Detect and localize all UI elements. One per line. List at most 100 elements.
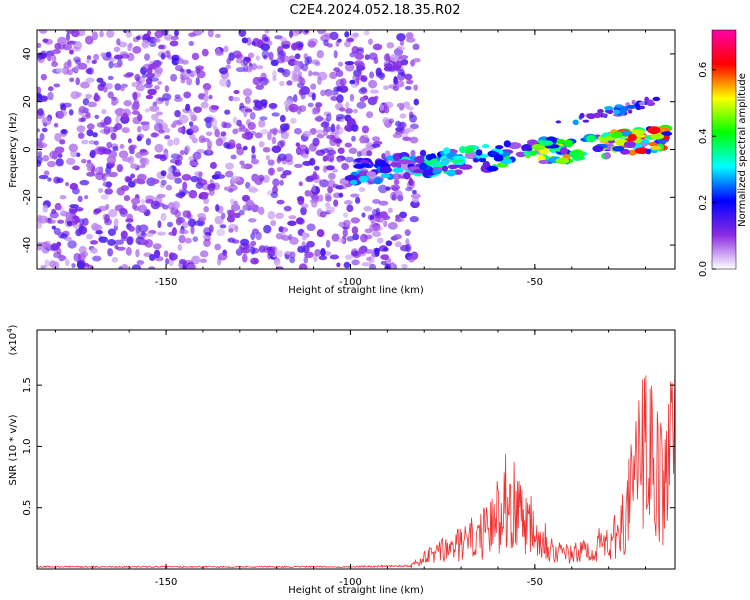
heatmap-cell (78, 225, 88, 235)
heatmap-cell (317, 194, 324, 202)
heatmap-cell (111, 97, 119, 105)
heatmap-cell (399, 211, 408, 219)
heatmap-cell (77, 62, 88, 70)
heatmap-cell (144, 108, 150, 113)
heatmap-cell (331, 233, 340, 242)
heatmap-cell (139, 163, 146, 169)
heatmap-cell (92, 255, 102, 262)
heatmap-cell (233, 200, 238, 206)
heatmap-cell (613, 106, 619, 111)
heatmap-cell (226, 209, 235, 214)
heatmap-cell (145, 137, 152, 146)
heatmap-cell (399, 121, 407, 129)
heatmap-cell (277, 67, 285, 73)
heatmap-cell (258, 119, 266, 128)
heatmap-cell (214, 215, 224, 225)
heatmap-cell (308, 70, 313, 77)
heatmap-cell (71, 30, 80, 38)
heatmap-cell (156, 193, 166, 198)
heatmap-cell (53, 251, 62, 259)
heatmap-cell (272, 75, 277, 82)
heatmap-cell (114, 83, 122, 91)
heatmap-cell (384, 263, 391, 269)
heatmap-cell (410, 123, 419, 130)
heatmap-cell (307, 40, 316, 48)
heatmap-cell (178, 229, 189, 235)
heatmap-cell (374, 247, 380, 257)
heatmap-cell (51, 61, 59, 68)
heatmap-cell (394, 241, 402, 248)
heatmap-cell (241, 253, 248, 263)
heatmap-cell (42, 38, 49, 43)
heatmap-cell (207, 30, 214, 38)
heatmap-cell (538, 159, 550, 165)
heatmap-cell (647, 126, 661, 135)
heatmap-cell (75, 77, 80, 86)
heatmap-cell (247, 122, 256, 131)
heatmap-cell (141, 157, 150, 166)
heatmap-cell (55, 68, 65, 73)
heatmap-cell (337, 61, 344, 67)
heatmap-cell (190, 175, 199, 183)
heatmap-cell (37, 42, 42, 48)
heatmap-cell (397, 68, 405, 75)
heatmap-cell (175, 217, 183, 226)
heatmap-cell (279, 114, 286, 123)
heatmap-cell (250, 246, 256, 255)
heatmap-cell (404, 73, 413, 81)
heatmap-cell (41, 116, 52, 126)
heatmap-cell (208, 104, 219, 113)
heatmap-cell (291, 30, 300, 37)
heatmap-cell (351, 259, 360, 266)
heatmap-cell (521, 143, 533, 152)
heatmap-cell (217, 252, 228, 261)
heatmap-cell (141, 39, 150, 49)
heatmap-cell (349, 93, 355, 102)
heatmap-cell (98, 188, 104, 194)
heatmap-cell (105, 82, 113, 90)
heatmap-cell (441, 165, 449, 172)
heatmap-cell (279, 123, 289, 132)
heatmap-cell (165, 184, 173, 191)
snr-y-axis-label: SNR (10 * v/v) (8, 414, 19, 485)
heatmap-cell (280, 235, 291, 241)
heatmap-cell (137, 179, 146, 185)
heatmap-cell (113, 62, 122, 68)
heatmap-cell (54, 202, 62, 211)
heatmap-cell (242, 56, 249, 66)
heatmap-cell (199, 250, 209, 258)
heatmap-cell (289, 256, 296, 264)
heatmap-cell (114, 122, 123, 131)
heatmap-cell (59, 102, 66, 108)
heatmap-cell (301, 231, 308, 241)
heatmap-cell (183, 91, 192, 99)
heatmap-cell (277, 140, 284, 149)
spectrogram-x-ticks: -150 -100 -50 (54, 30, 646, 288)
heatmap-cell (240, 238, 250, 246)
heatmap-cell (335, 114, 346, 120)
heatmap-cell (405, 37, 416, 43)
heatmap-cell (395, 127, 403, 132)
heatmap-cell (164, 85, 170, 93)
snr-scale-exponent: 4 (6, 328, 14, 333)
heatmap-cell (233, 212, 241, 219)
heatmap-cell (37, 108, 44, 116)
heatmap-cell (85, 77, 95, 83)
heatmap-cell (98, 236, 109, 243)
heatmap-cell (135, 229, 140, 236)
heatmap-cell (167, 139, 174, 147)
heatmap-cell (387, 221, 398, 230)
heatmap-cell (71, 263, 76, 268)
heatmap-cell (101, 109, 107, 115)
heatmap-cell (298, 181, 303, 187)
heatmap-cell (287, 220, 297, 226)
heatmap-cell (59, 195, 67, 200)
heatmap-cell (623, 140, 636, 149)
heatmap-cell (378, 72, 385, 81)
heatmap-cell (272, 178, 280, 187)
heatmap-cell (93, 94, 101, 102)
heatmap-cell (399, 113, 407, 119)
heatmap-cell (325, 165, 335, 171)
heatmap-cell (103, 116, 112, 125)
